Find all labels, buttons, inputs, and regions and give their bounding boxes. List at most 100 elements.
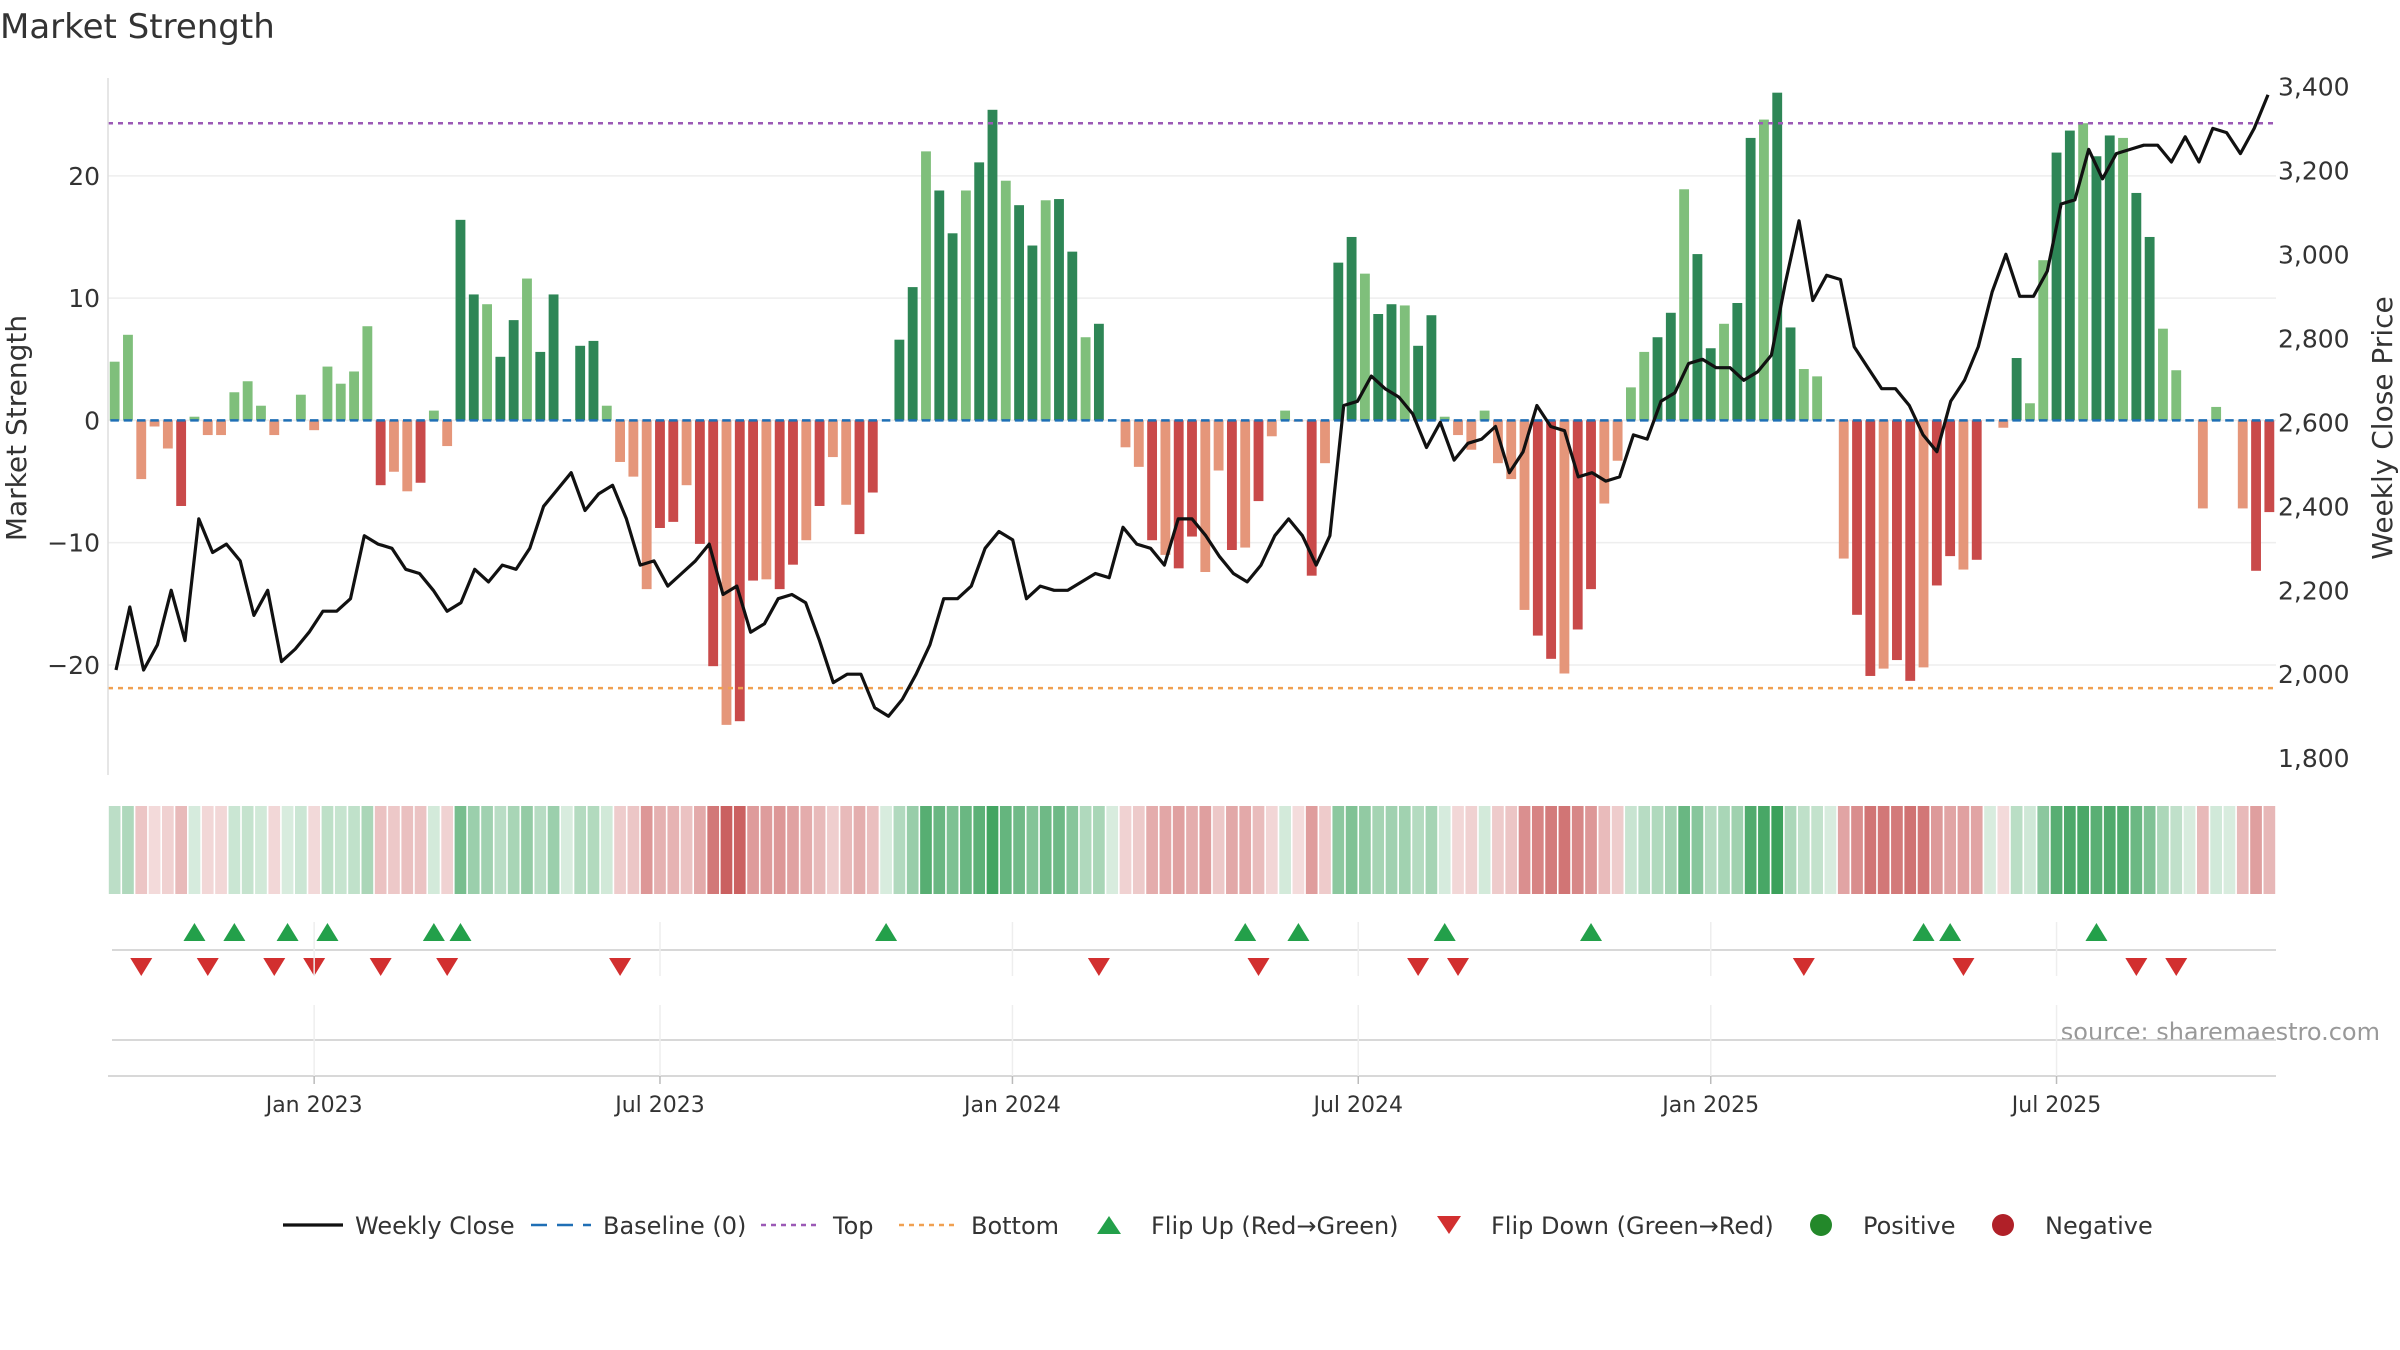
strip-cell bbox=[1970, 806, 1983, 894]
flip-up-marker bbox=[183, 923, 206, 941]
strip-cell bbox=[481, 806, 493, 894]
strength-bar bbox=[415, 420, 426, 483]
strip-cell bbox=[162, 806, 174, 894]
strip-cell bbox=[561, 806, 573, 894]
strength-bar bbox=[601, 405, 612, 421]
strip-cell bbox=[813, 806, 826, 894]
strip-cell bbox=[2077, 806, 2089, 894]
legend-item-bottom: Bottom bbox=[899, 1212, 1059, 1240]
strip-cell bbox=[667, 806, 680, 894]
strength-bar bbox=[788, 420, 798, 565]
strip-cell bbox=[175, 806, 188, 894]
strength-bar bbox=[1639, 351, 1650, 421]
left-tick-label: −20 bbox=[47, 651, 100, 680]
reference-lines bbox=[108, 121, 2276, 690]
strip-cell bbox=[1372, 806, 1385, 894]
x-tick-label: Jan 2025 bbox=[1660, 1093, 1759, 1118]
legend-label: Weekly Close bbox=[355, 1212, 515, 1240]
strength-bar bbox=[1399, 305, 1410, 421]
x-tick-label: Jan 2023 bbox=[264, 1093, 363, 1118]
flip-down-marker bbox=[1792, 958, 1815, 976]
flip-up-marker bbox=[2085, 923, 2108, 941]
legend-triangle-up-icon bbox=[1097, 1216, 1121, 1234]
strength-bar bbox=[655, 420, 665, 528]
strip-cell bbox=[2063, 806, 2076, 894]
strength-bar bbox=[2131, 192, 2142, 421]
strip-cell bbox=[2103, 806, 2116, 894]
strip-cell bbox=[241, 806, 254, 894]
strip-cell bbox=[694, 806, 706, 894]
strength-bar bbox=[960, 190, 971, 421]
strip-cell bbox=[1279, 806, 1291, 894]
strength-bar bbox=[1812, 376, 1823, 421]
strip-cell bbox=[1744, 806, 1757, 894]
strip-cell bbox=[1093, 806, 1105, 894]
strength-bar bbox=[1798, 369, 1809, 421]
strip-cell bbox=[1066, 806, 1079, 894]
strip-cell bbox=[507, 806, 520, 894]
strip-cell bbox=[1212, 806, 1225, 894]
strength-bar bbox=[1373, 314, 1384, 421]
strength-bar bbox=[2078, 123, 2089, 421]
strip-cell bbox=[747, 806, 759, 894]
strip-cell bbox=[1904, 806, 1917, 894]
legend-item-positive: Positive bbox=[1810, 1212, 1956, 1240]
strength-bar bbox=[1772, 92, 1783, 421]
right-tick-label: 2,000 bbox=[2278, 660, 2350, 689]
strength-bar bbox=[1679, 189, 1690, 421]
strength-bar bbox=[2104, 135, 2115, 421]
flip-down-marker bbox=[130, 958, 153, 976]
strength-bar bbox=[694, 420, 705, 544]
strip-cell bbox=[986, 806, 999, 894]
strength-bar bbox=[734, 420, 745, 722]
strip-cell bbox=[946, 806, 959, 894]
strip-cell bbox=[1172, 806, 1185, 894]
strength-bar bbox=[1506, 420, 1517, 480]
strip-cell bbox=[2130, 806, 2143, 894]
strip-cell bbox=[1452, 806, 1464, 894]
legend-item-negative: Negative bbox=[1992, 1212, 2153, 1240]
strength-bar bbox=[1306, 420, 1317, 576]
strip-cell bbox=[454, 806, 467, 894]
strength-bar bbox=[1479, 410, 1490, 421]
right-tick-label: 2,600 bbox=[2278, 408, 2350, 437]
strip-cell bbox=[1385, 806, 1398, 894]
strip-cell bbox=[1771, 806, 1784, 894]
strength-bar bbox=[295, 394, 306, 421]
strength-bar bbox=[854, 420, 865, 535]
strength-bar bbox=[1213, 420, 1224, 471]
strip-cell bbox=[1531, 806, 1544, 894]
strength-bar bbox=[2064, 130, 2075, 421]
strength-bar bbox=[1160, 420, 1171, 555]
strength-bar bbox=[867, 420, 878, 493]
strength-bar bbox=[894, 339, 905, 421]
strength-bar bbox=[1599, 420, 1610, 504]
strip-cell bbox=[1877, 806, 1890, 894]
strength-bar bbox=[1918, 420, 1929, 668]
strip-cell bbox=[1545, 806, 1557, 894]
strength-bar bbox=[1719, 323, 1729, 421]
strip-cell bbox=[654, 806, 666, 894]
strip-cell bbox=[1664, 806, 1677, 894]
strip-cell bbox=[2024, 806, 2036, 894]
strength-bar bbox=[1612, 420, 1623, 461]
strength-bar bbox=[2158, 328, 2168, 421]
strength-bar bbox=[1559, 420, 1570, 674]
strength-bar bbox=[1759, 119, 1769, 421]
strip-cell bbox=[1797, 806, 1810, 894]
strength-bar bbox=[641, 420, 652, 590]
strength-bar bbox=[2251, 420, 2261, 571]
left-tick-label: 10 bbox=[68, 284, 100, 313]
strip-cell bbox=[1292, 806, 1305, 894]
strip-cell bbox=[1984, 806, 1996, 894]
strength-bar bbox=[508, 320, 519, 421]
strength-bar bbox=[1492, 420, 1503, 464]
strip-cell bbox=[534, 806, 547, 894]
weekly-close-layer bbox=[114, 94, 2270, 718]
strip-cell bbox=[1824, 806, 1837, 894]
strength-bar bbox=[947, 233, 958, 421]
strength-bar bbox=[1226, 420, 1237, 551]
flip-up-marker bbox=[449, 923, 472, 941]
right-tick-label: 2,400 bbox=[2278, 492, 2350, 521]
strength-bar bbox=[1865, 420, 1876, 676]
